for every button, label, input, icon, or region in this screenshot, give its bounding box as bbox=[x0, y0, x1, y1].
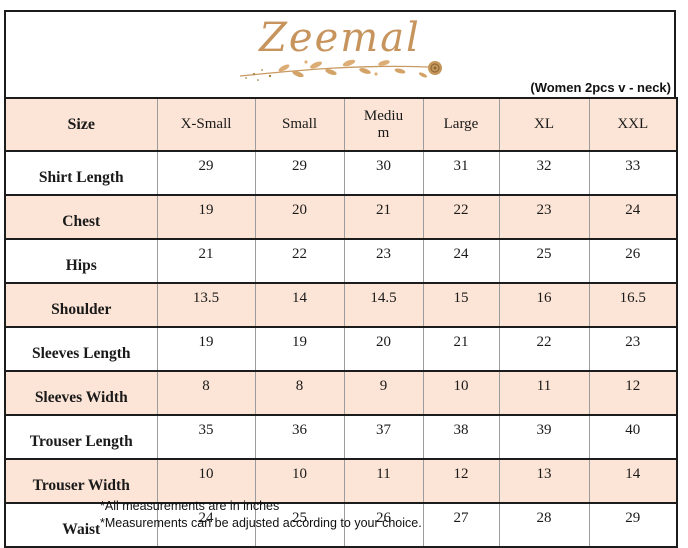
table-row: Trouser Width 10 10 11 12 13 14 bbox=[4, 458, 678, 504]
measurement-value: 20 bbox=[343, 326, 424, 372]
measurement-value: 14 bbox=[254, 282, 345, 328]
measurement-value: 19 bbox=[254, 326, 345, 372]
measurement-value: 16.5 bbox=[588, 282, 678, 328]
measurement-value: 22 bbox=[422, 194, 500, 240]
measurement-value: 14 bbox=[588, 458, 678, 504]
measurement-value: 11 bbox=[343, 458, 424, 504]
measurement-value: 10 bbox=[156, 458, 256, 504]
measurement-value: 20 bbox=[254, 194, 345, 240]
measurement-value: 33 bbox=[588, 150, 678, 196]
measurement-value: 39 bbox=[498, 414, 590, 460]
measurement-value: 22 bbox=[254, 238, 345, 284]
row-label: Sleeves Length bbox=[4, 326, 158, 372]
product-subtitle: (Women 2pcs v - neck) bbox=[530, 80, 671, 95]
column-header-xsmall: X-Small bbox=[156, 97, 256, 152]
measurement-value: 24 bbox=[422, 238, 500, 284]
row-label: Hips bbox=[4, 238, 158, 284]
measurement-value: 25 bbox=[498, 238, 590, 284]
column-header-xxl: XXL bbox=[588, 97, 678, 152]
measurement-value: 21 bbox=[343, 194, 424, 240]
footnotes: *All measurements are in inches *Measure… bbox=[100, 498, 422, 532]
measurement-value: 29 bbox=[588, 502, 678, 548]
measurement-value: 38 bbox=[422, 414, 500, 460]
measurement-value: 23 bbox=[588, 326, 678, 372]
footnote-inches: *All measurements are in inches bbox=[100, 499, 280, 513]
row-label: Shoulder bbox=[4, 282, 158, 328]
table-row: Sleeves Width 8 8 9 10 11 12 bbox=[4, 370, 678, 416]
measurement-value: 24 bbox=[588, 194, 678, 240]
measurement-value: 31 bbox=[422, 150, 500, 196]
measurement-value: 14.5 bbox=[343, 282, 424, 328]
measurement-value: 13 bbox=[498, 458, 590, 504]
measurement-value: 23 bbox=[343, 238, 424, 284]
measurement-value: 23 bbox=[498, 194, 590, 240]
size-header-cell: Size bbox=[4, 97, 158, 152]
measurement-value: 30 bbox=[343, 150, 424, 196]
measurement-value: 29 bbox=[156, 150, 256, 196]
measurement-value: 15 bbox=[422, 282, 500, 328]
table-row: Chest 19 20 21 22 23 24 bbox=[4, 194, 678, 240]
logo-header-area: Zeemal bbox=[4, 10, 676, 97]
measurement-value: 8 bbox=[156, 370, 256, 416]
footnote-adjust: *Measurements can be adjusted according … bbox=[100, 516, 422, 530]
floral-branch-icon bbox=[239, 59, 442, 81]
brand-logo: Zeemal bbox=[6, 18, 674, 84]
table-row: Hips 21 22 23 24 25 26 bbox=[4, 238, 678, 284]
brand-logo-script: Zeemal bbox=[259, 15, 421, 61]
measurement-value: 22 bbox=[498, 326, 590, 372]
measurement-value: 9 bbox=[343, 370, 424, 416]
column-header-large: Large bbox=[422, 97, 500, 152]
row-label: Trouser Width bbox=[4, 458, 158, 504]
measurement-value: 12 bbox=[588, 370, 678, 416]
measurement-value: 29 bbox=[254, 150, 345, 196]
size-chart-sheet: Zeemal bbox=[4, 10, 678, 548]
table-row: Shoulder 13.5 14 14.5 15 16 16.5 bbox=[4, 282, 678, 328]
measurement-value: 32 bbox=[498, 150, 590, 196]
column-header-small: Small bbox=[254, 97, 345, 152]
row-label: Chest bbox=[4, 194, 158, 240]
measurement-value: 13.5 bbox=[156, 282, 256, 328]
measurement-value: 10 bbox=[254, 458, 345, 504]
table-row: Trouser Length 35 36 37 38 39 40 bbox=[4, 414, 678, 460]
measurement-value: 10 bbox=[422, 370, 500, 416]
measurement-value: 11 bbox=[498, 370, 590, 416]
measurement-value: 21 bbox=[422, 326, 500, 372]
row-label: Shirt Length bbox=[4, 150, 158, 196]
measurement-value: 26 bbox=[588, 238, 678, 284]
measurement-value: 35 bbox=[156, 414, 256, 460]
measurement-value: 27 bbox=[422, 502, 500, 548]
table-row: Shirt Length 29 29 30 31 32 33 bbox=[4, 150, 678, 196]
column-header-xl: XL bbox=[498, 97, 590, 152]
measurement-value: 36 bbox=[254, 414, 345, 460]
size-table-body: Shirt Length 29 29 30 31 32 33 Chest 19 20 21 22 23 2… bbox=[4, 150, 678, 548]
column-header-medium: Medium bbox=[343, 97, 424, 152]
size-chart-table: Size X-Small Small Medium Large XL XXL S… bbox=[4, 97, 678, 548]
measurement-value: 19 bbox=[156, 194, 256, 240]
measurement-value: 28 bbox=[498, 502, 590, 548]
measurement-value: 21 bbox=[156, 238, 256, 284]
table-row: Sleeves Length 19 19 20 21 22 23 bbox=[4, 326, 678, 372]
measurement-value: 40 bbox=[588, 414, 678, 460]
measurement-value: 12 bbox=[422, 458, 500, 504]
measurement-value: 37 bbox=[343, 414, 424, 460]
measurement-value: 16 bbox=[498, 282, 590, 328]
header-row: Size X-Small Small Medium Large XL XXL bbox=[4, 97, 678, 152]
measurement-value: 8 bbox=[254, 370, 345, 416]
measurement-value: 19 bbox=[156, 326, 256, 372]
row-label: Trouser Length bbox=[4, 414, 158, 460]
row-label: Sleeves Width bbox=[4, 370, 158, 416]
